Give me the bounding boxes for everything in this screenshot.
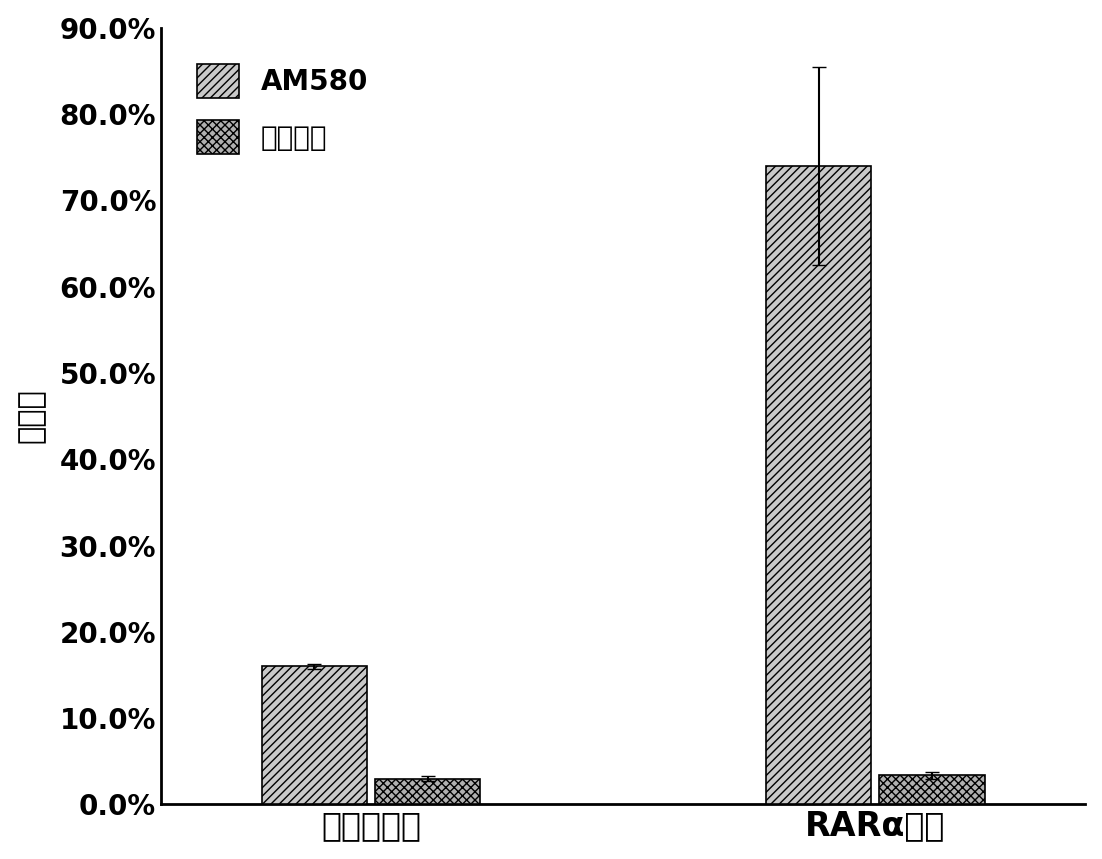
Bar	[879, 775, 984, 805]
Bar	[262, 667, 367, 805]
Bar	[376, 778, 480, 805]
Bar	[766, 166, 871, 805]
Legend: AM580, 罗格列酮: AM580, 罗格列酮	[175, 41, 390, 176]
Y-axis label: 回收率: 回收率	[17, 388, 45, 443]
